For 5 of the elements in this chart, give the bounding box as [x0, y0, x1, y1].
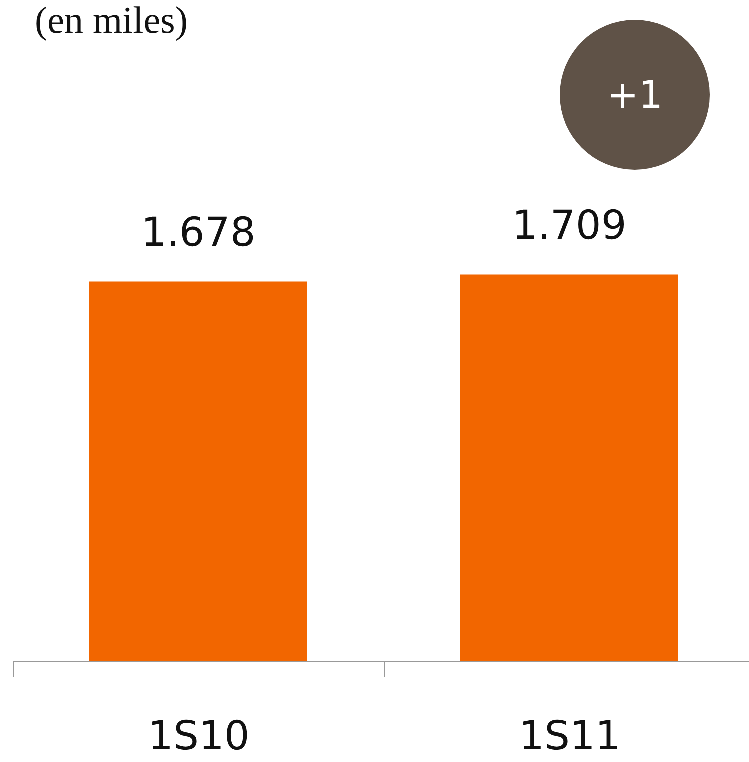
- x-tick-label: 1S10: [148, 714, 250, 760]
- chart-title: (en miles): [35, 0, 188, 42]
- data-label: 1.678: [141, 210, 256, 256]
- x-tick-label: 1S11: [519, 714, 621, 760]
- data-label: 1.709: [512, 202, 627, 249]
